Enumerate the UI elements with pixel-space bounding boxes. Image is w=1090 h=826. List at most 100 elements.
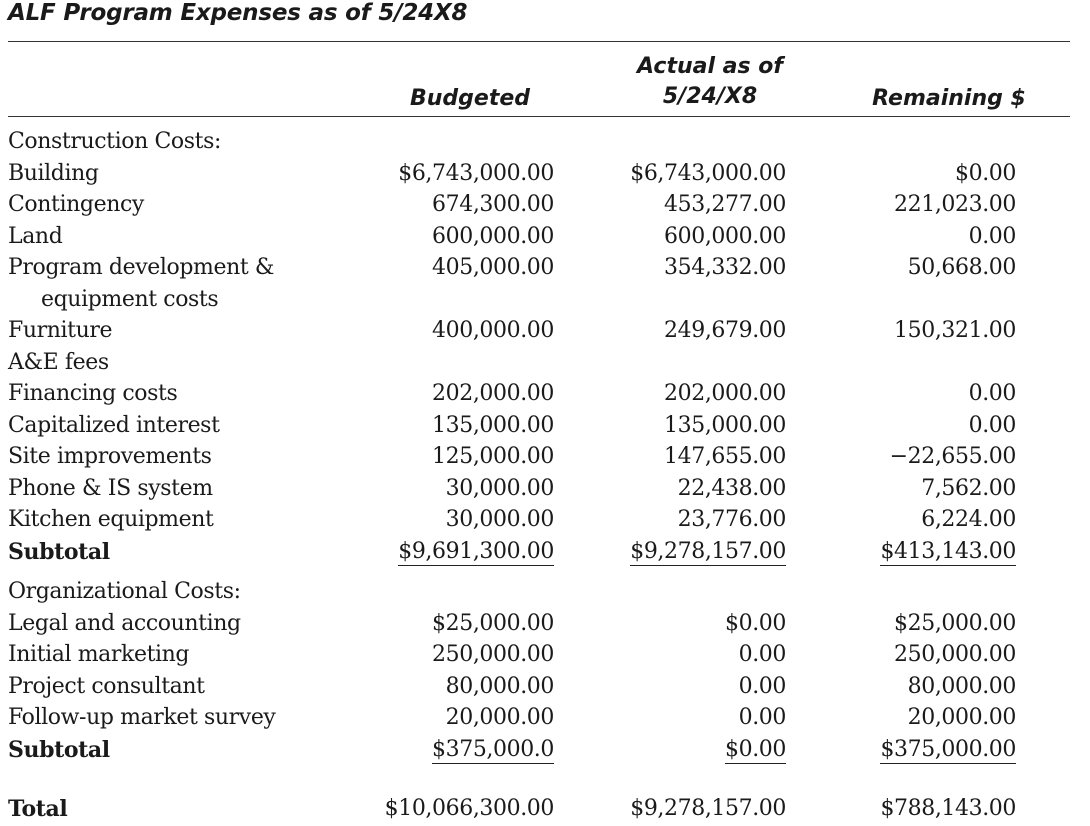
actual-value: $6,743,000.00 (630, 160, 786, 186)
actual-value: 0.00 (738, 705, 787, 730)
table-row: A&E fees (8, 347, 1070, 379)
actual-value: 23,776.00 (677, 507, 787, 532)
budgeted-value: 30,000.00 (445, 507, 555, 532)
remaining-value: 250,000.00 (894, 642, 1016, 667)
table-row: Program development & 405,000.00 354,332… (8, 252, 1070, 284)
actual-value: 22,438.00 (677, 475, 787, 501)
subtotal-row-organizational: Subtotal $375,000.0 $0.00 $375,000.00 (8, 734, 1070, 766)
remaining-total: $788,143.00 (880, 796, 1016, 821)
actual-value: 135,000.00 (664, 412, 786, 438)
budgeted-value: $25,000.00 (432, 610, 554, 636)
budgeted-value: 125,000.00 (432, 444, 554, 469)
remaining-value: 80,000.00 (907, 673, 1017, 699)
budgeted-value: 674,300.00 (432, 192, 554, 217)
actual-total: $9,278,157.00 (630, 796, 786, 821)
budgeted-value: $6,743,000.00 (398, 160, 554, 186)
row-label: Follow-up market survey (8, 705, 276, 730)
actual-value: 249,679.00 (664, 318, 786, 343)
section-label: Construction Costs: (8, 129, 221, 154)
budgeted-value: 135,000.00 (432, 412, 554, 438)
remaining-subtotal: $413,143.00 (880, 538, 1016, 566)
row-label: Program development & (8, 255, 275, 280)
column-header-actual-line1: Actual as of (637, 54, 783, 79)
row-label: A&E fees (8, 349, 109, 375)
column-header-actual-line2: 5/24/X8 (662, 84, 758, 109)
row-label: Building (8, 160, 99, 186)
row-label: Financing costs (8, 381, 178, 406)
actual-subtotal: $0.00 (725, 736, 786, 764)
total-label: Total (8, 796, 68, 822)
budgeted-subtotal: $9,691,300.00 (398, 538, 554, 566)
remaining-value: 20,000.00 (907, 705, 1017, 730)
row-label: Land (8, 223, 63, 249)
actual-value: $0.00 (725, 610, 786, 636)
total-row: Total $10,066,300.00 $9,278,157.00 $788,… (8, 793, 1070, 825)
subtotal-row-construction: Subtotal $9,691,300.00 $9,278,157.00 $41… (8, 536, 1070, 568)
row-label: Phone & IS system (8, 475, 213, 501)
remaining-value: 0.00 (968, 412, 1017, 438)
remaining-value: −22,655.00 (889, 444, 1017, 469)
remaining-value: 6,224.00 (921, 507, 1016, 532)
table-row: Contingency 674,300.00 453,277.00 221,02… (8, 189, 1070, 221)
section-heading-construction: Construction Costs: (8, 126, 1070, 158)
table-row: Legal and accounting $25,000.00 $0.00 $2… (8, 608, 1070, 640)
row-label-continued: equipment costs (41, 286, 219, 312)
table-row-continuation: equipment costs (8, 284, 1070, 316)
row-label: Initial marketing (8, 642, 190, 667)
spacer (8, 765, 1070, 793)
budgeted-value: 250,000.00 (432, 642, 554, 667)
table-row: Land 600,000.00 600,000.00 0.00 (8, 221, 1070, 253)
budgeted-value: 20,000.00 (445, 705, 555, 730)
actual-value: 0.00 (738, 642, 787, 667)
budgeted-value: 405,000.00 (432, 255, 554, 280)
row-label: Kitchen equipment (8, 507, 214, 532)
expense-table: Construction Costs: Building $6,743,000.… (8, 126, 1070, 825)
table-row: Furniture 400,000.00 249,679.00 150,321.… (8, 315, 1070, 347)
table-row: Follow-up market survey 20,000.00 0.00 2… (8, 702, 1070, 734)
budgeted-value: 400,000.00 (432, 318, 554, 343)
row-label: Furniture (8, 318, 113, 343)
remaining-value: 7,562.00 (921, 475, 1016, 501)
row-label: Capitalized interest (8, 412, 220, 438)
table-row: Initial marketing 250,000.00 0.00 250,00… (8, 639, 1070, 671)
spacer (8, 567, 1070, 576)
column-header-budgeted: Budgeted (409, 86, 531, 111)
actual-value: 354,332.00 (664, 255, 786, 280)
remaining-value: 221,023.00 (894, 192, 1016, 217)
subtotal-label: Subtotal (8, 736, 110, 763)
remaining-value: 50,668.00 (907, 255, 1017, 280)
table-row: Building $6,743,000.00 $6,743,000.00 $0.… (8, 158, 1070, 190)
remaining-value: 150,321.00 (894, 318, 1016, 343)
row-label: Legal and accounting (8, 610, 241, 636)
remaining-value: $0.00 (955, 160, 1016, 186)
remaining-value: $25,000.00 (894, 610, 1016, 636)
column-header-actual: Actual as of 5/24/X8 (610, 52, 810, 112)
header-divider (8, 116, 1070, 117)
title-divider (8, 41, 1070, 42)
budgeted-value: 30,000.00 (445, 475, 555, 501)
table-row: Financing costs 202,000.00 202,000.00 0.… (8, 378, 1070, 410)
budgeted-value: 80,000.00 (445, 673, 555, 699)
budgeted-value: 202,000.00 (432, 381, 554, 406)
column-header-remaining: Remaining $ (872, 86, 1026, 111)
table-row: Phone & IS system 30,000.00 22,438.00 7,… (8, 473, 1070, 505)
section-label: Organizational Costs: (8, 579, 241, 604)
budgeted-total: $10,066,300.00 (384, 796, 555, 821)
remaining-value: 0.00 (968, 223, 1017, 249)
table-row: Site improvements 125,000.00 147,655.00 … (8, 441, 1070, 473)
table-row: Capitalized interest 135,000.00 135,000.… (8, 410, 1070, 442)
remaining-value: 0.00 (968, 381, 1017, 406)
table-row: Project consultant 80,000.00 0.00 80,000… (8, 671, 1070, 703)
subtotal-label: Subtotal (8, 538, 110, 565)
row-label: Contingency (8, 192, 144, 217)
actual-value: 0.00 (738, 673, 787, 699)
section-heading-organizational: Organizational Costs: (8, 576, 1070, 608)
actual-value: 147,655.00 (664, 444, 786, 469)
budgeted-subtotal: $375,000.0 (432, 736, 554, 764)
row-label: Site improvements (8, 444, 212, 469)
actual-value: 202,000.00 (664, 381, 786, 406)
remaining-subtotal: $375,000.00 (880, 736, 1016, 764)
budgeted-value: 600,000.00 (432, 223, 554, 249)
page-title: ALF Program Expenses as of 5/24X8 (8, 0, 468, 26)
actual-value: 600,000.00 (664, 223, 786, 249)
